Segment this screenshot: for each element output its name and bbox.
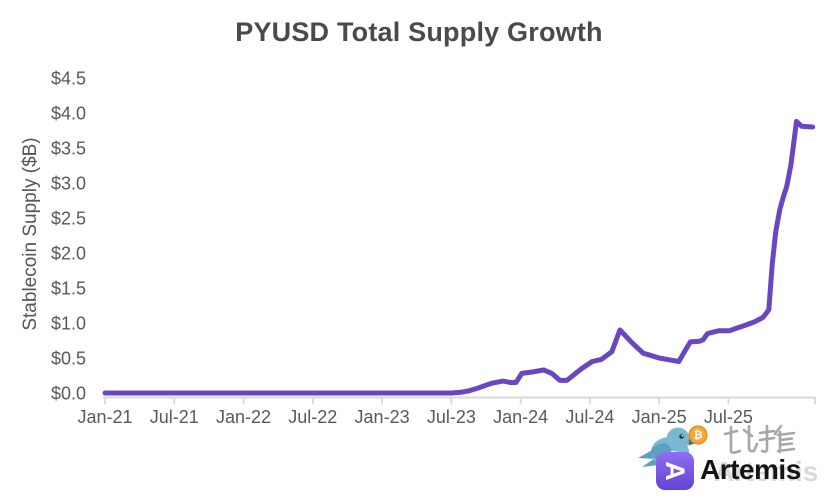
bitcoin-coin-icon: ₿ [688, 425, 708, 445]
bird-eye [679, 434, 684, 439]
artemis-ghost-watermark: Artemis [714, 456, 818, 487]
bird-head [666, 427, 690, 451]
x-tick-label: Jul-22 [288, 407, 337, 427]
artemis-logo: A [656, 452, 694, 490]
x-tick-label: Jan-24 [493, 407, 548, 427]
y-tick-label: $2.5 [51, 209, 86, 229]
y-tick-label: $3.0 [51, 174, 86, 194]
x-tick-label: Jan-23 [355, 407, 410, 427]
x-tick-label: Jan-22 [216, 407, 271, 427]
y-tick-label: $1.0 [51, 314, 86, 334]
y-tick-label: $2.0 [51, 244, 86, 264]
x-tick-label: Jul-24 [565, 407, 614, 427]
artemis-wordmark: Artemis [700, 454, 801, 485]
x-tick-label: Jul-25 [704, 407, 753, 427]
hanzi-tui-glyph [758, 424, 796, 454]
x-tick-label: Jan-25 [632, 407, 687, 427]
hanzi-bi-glyph [723, 424, 759, 454]
y-tick-label: $0.5 [51, 349, 86, 369]
coin-b-symbol: ₿ [694, 430, 703, 442]
y-tick-label: $1.5 [51, 279, 86, 299]
x-tick-label: Jul-23 [427, 407, 476, 427]
artemis-logo-tile [656, 452, 694, 490]
y-tick-label: $0.0 [51, 384, 86, 404]
watermark-group: Artemis A ₿ Artemis [638, 424, 818, 490]
bitpush-text [723, 424, 796, 454]
y-tick-label: $3.5 [51, 139, 86, 159]
x-tick-label: Jan-21 [77, 407, 132, 427]
y-tick-label: $4.5 [51, 69, 86, 89]
pyusd-supply-line [102, 118, 816, 396]
coin-circle [688, 425, 708, 445]
artemis-logo-glyph: A [660, 461, 690, 481]
bird-eye-glint [681, 434, 684, 437]
y-tick-label: $4.0 [51, 104, 86, 124]
x-tick-label: Jul-21 [150, 407, 199, 427]
chart-title: PYUSD Total Supply Growth [235, 17, 603, 47]
